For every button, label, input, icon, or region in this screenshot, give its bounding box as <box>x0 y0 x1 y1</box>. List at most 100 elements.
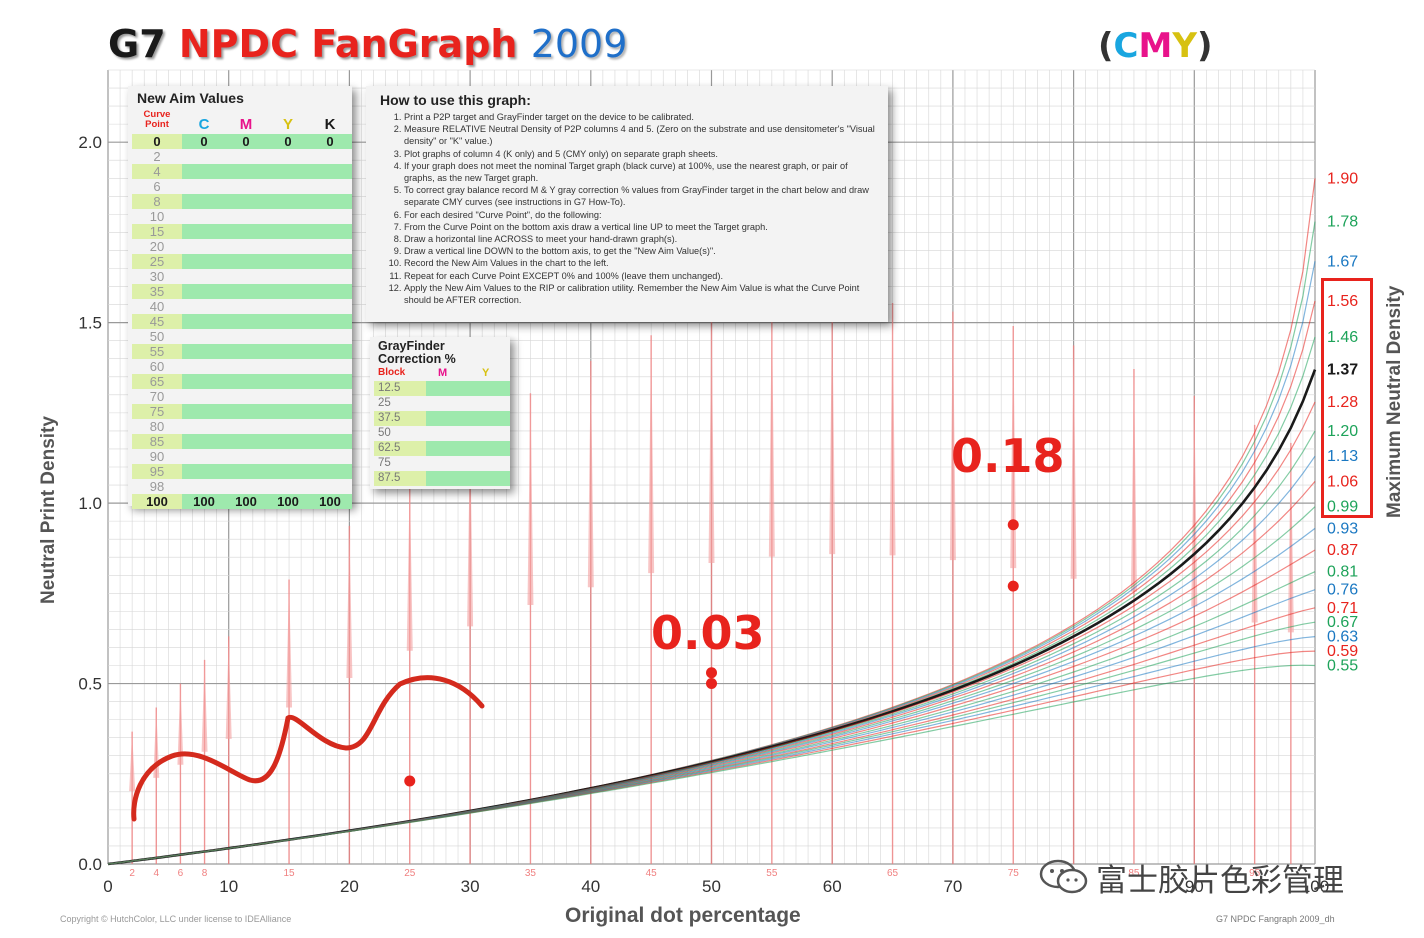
aim-value-c[interactable] <box>184 314 224 329</box>
aim-value-c[interactable] <box>184 209 224 224</box>
aim-value-y[interactable] <box>268 239 308 254</box>
aim-value-c[interactable] <box>184 164 224 179</box>
aim-value-m[interactable] <box>226 284 266 299</box>
aim-value-k[interactable] <box>310 284 350 299</box>
aim-value-y[interactable] <box>268 299 308 314</box>
aim-value-m[interactable] <box>226 224 266 239</box>
aim-value-k[interactable] <box>310 449 350 464</box>
aim-value-k[interactable] <box>310 404 350 419</box>
aim-value-c[interactable] <box>184 374 224 389</box>
aim-value-k[interactable] <box>310 314 350 329</box>
aim-value-k[interactable] <box>310 149 350 164</box>
aim-value-m[interactable] <box>226 389 266 404</box>
aim-value-c[interactable] <box>184 299 224 314</box>
aim-value-y[interactable] <box>268 179 308 194</box>
aim-value-m[interactable] <box>226 179 266 194</box>
aim-value-y[interactable] <box>268 269 308 284</box>
aim-value-y[interactable]: 100 <box>277 494 299 509</box>
aim-value-c[interactable]: 0 <box>200 134 208 149</box>
aim-value-y[interactable] <box>268 224 308 239</box>
aim-value-m[interactable] <box>226 329 266 344</box>
aim-value-c[interactable] <box>184 434 224 449</box>
aim-value-k[interactable] <box>310 209 350 224</box>
aim-value-m[interactable] <box>226 149 266 164</box>
aim-value-m[interactable]: 100 <box>235 494 257 509</box>
aim-value-k[interactable] <box>310 389 350 404</box>
aim-value-k[interactable] <box>310 299 350 314</box>
aim-value-y[interactable] <box>268 254 308 269</box>
aim-value-m[interactable] <box>226 449 266 464</box>
aim-value-k[interactable] <box>310 434 350 449</box>
aim-value-m[interactable] <box>226 299 266 314</box>
aim-value-m[interactable] <box>226 419 266 434</box>
aim-value-k[interactable] <box>310 269 350 284</box>
aim-value-m[interactable] <box>226 269 266 284</box>
aim-value-m[interactable] <box>226 404 266 419</box>
aim-value-m[interactable] <box>226 254 266 269</box>
aim-value-k[interactable]: 0 <box>326 134 334 149</box>
aim-value-c[interactable] <box>184 464 224 479</box>
aim-value-c[interactable] <box>184 194 224 209</box>
aim-value-k[interactable] <box>310 359 350 374</box>
aim-value-y[interactable] <box>268 314 308 329</box>
aim-value-m[interactable] <box>226 164 266 179</box>
aim-value-c[interactable] <box>184 329 224 344</box>
aim-value-y[interactable] <box>268 194 308 209</box>
aim-value-k[interactable] <box>310 254 350 269</box>
aim-value-c[interactable] <box>184 344 224 359</box>
aim-value-c[interactable] <box>184 284 224 299</box>
aim-value-k[interactable]: 100 <box>319 494 341 509</box>
aim-value-y[interactable] <box>268 389 308 404</box>
aim-value-m[interactable] <box>226 194 266 209</box>
aim-value-y[interactable] <box>268 464 308 479</box>
aim-value-c[interactable] <box>184 419 224 434</box>
aim-value-c[interactable] <box>184 359 224 374</box>
aim-value-k[interactable] <box>310 239 350 254</box>
aim-value-c[interactable] <box>184 389 224 404</box>
aim-value-y[interactable] <box>268 149 308 164</box>
aim-value-y[interactable] <box>268 344 308 359</box>
aim-value-y[interactable] <box>268 284 308 299</box>
aim-value-y[interactable] <box>268 479 308 494</box>
aim-value-y[interactable] <box>268 329 308 344</box>
aim-value-y[interactable]: 0 <box>284 134 292 149</box>
aim-value-y[interactable] <box>268 359 308 374</box>
aim-value-k[interactable] <box>310 464 350 479</box>
aim-value-y[interactable] <box>268 164 308 179</box>
aim-value-c[interactable] <box>184 179 224 194</box>
aim-value-m[interactable]: 0 <box>242 134 250 149</box>
aim-value-y[interactable] <box>268 404 308 419</box>
aim-value-m[interactable] <box>226 479 266 494</box>
aim-value-m[interactable] <box>226 344 266 359</box>
aim-value-k[interactable] <box>310 164 350 179</box>
aim-value-c[interactable] <box>184 404 224 419</box>
aim-value-m[interactable] <box>226 374 266 389</box>
aim-value-k[interactable] <box>310 179 350 194</box>
aim-value-k[interactable] <box>310 344 350 359</box>
aim-value-y[interactable] <box>268 419 308 434</box>
aim-value-k[interactable] <box>310 194 350 209</box>
aim-value-y[interactable] <box>268 434 308 449</box>
aim-value-c[interactable] <box>184 269 224 284</box>
aim-value-c[interactable] <box>184 479 224 494</box>
aim-value-c[interactable] <box>184 239 224 254</box>
aim-value-m[interactable] <box>226 434 266 449</box>
aim-value-y[interactable] <box>268 209 308 224</box>
aim-value-c[interactable] <box>184 224 224 239</box>
aim-value-m[interactable] <box>226 359 266 374</box>
aim-value-m[interactable] <box>226 464 266 479</box>
aim-value-k[interactable] <box>310 224 350 239</box>
aim-value-y[interactable] <box>268 374 308 389</box>
aim-value-c[interactable] <box>184 254 224 269</box>
aim-value-c[interactable] <box>184 149 224 164</box>
aim-value-k[interactable] <box>310 479 350 494</box>
aim-value-y[interactable] <box>268 449 308 464</box>
aim-value-m[interactable] <box>226 314 266 329</box>
aim-value-m[interactable] <box>226 209 266 224</box>
aim-value-c[interactable]: 100 <box>193 494 215 509</box>
aim-value-k[interactable] <box>310 419 350 434</box>
aim-value-c[interactable] <box>184 449 224 464</box>
aim-value-k[interactable] <box>310 374 350 389</box>
aim-value-k[interactable] <box>310 329 350 344</box>
aim-value-m[interactable] <box>226 239 266 254</box>
